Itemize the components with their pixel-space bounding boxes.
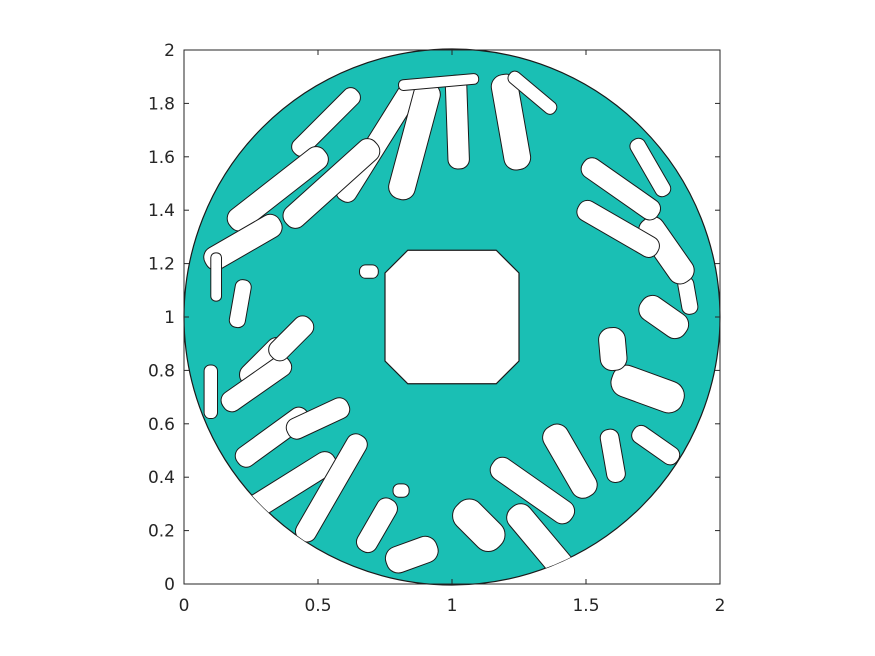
material-layer (183, 48, 721, 586)
void-region (444, 74, 470, 170)
void-region (629, 137, 672, 198)
void-region (542, 423, 598, 499)
x-tick-label: 1 (447, 596, 458, 616)
void-region (490, 73, 532, 171)
y-tick-label: 0.8 (148, 361, 175, 381)
y-tick-label: 0 (164, 575, 175, 595)
void-region (599, 428, 626, 484)
void-region (355, 497, 398, 554)
void-region (282, 138, 381, 229)
void-region (507, 70, 558, 115)
x-tick-label: 0.5 (304, 596, 331, 616)
inner-hole (384, 249, 520, 385)
void-region (452, 498, 506, 552)
void-region (210, 252, 223, 302)
y-tick-label: 0.2 (148, 522, 175, 542)
void-region (638, 294, 690, 340)
void-region (291, 87, 361, 157)
y-tick-label: 1.6 (148, 148, 175, 168)
void-region (610, 364, 685, 414)
y-tick-label: 2 (164, 41, 175, 61)
void-region (228, 279, 252, 329)
void-region (285, 397, 351, 440)
void-region (384, 535, 439, 574)
x-tick-label: 1.5 (572, 596, 599, 616)
void-region (397, 73, 480, 91)
axes-layer: 0 0.5 1 1.5 2 0 0.2 0.4 0.6 0.8 1 1.2 1.4 1.6 1.8 2 (148, 41, 725, 616)
void-region (392, 483, 410, 498)
void-region (576, 199, 660, 258)
x-tick-label: 0 (179, 596, 190, 616)
void-region (489, 456, 576, 525)
y-tick-label: 0.4 (148, 468, 175, 488)
void-region (638, 216, 695, 285)
void-region (203, 213, 283, 271)
void-region (631, 424, 681, 466)
y-tick-label: 1.4 (148, 201, 175, 221)
voids-group (203, 70, 699, 580)
void-region (598, 327, 628, 372)
void-region (220, 355, 293, 413)
void-region (268, 315, 315, 362)
y-tick-label: 1.2 (148, 255, 175, 275)
y-tick-label: 0.6 (148, 415, 175, 435)
y-tick-label: 1 (164, 308, 175, 328)
void-region (359, 264, 379, 279)
y-tick-label: 1.8 (148, 94, 175, 114)
void-region (580, 157, 662, 221)
void-region (203, 364, 218, 420)
void-region (226, 146, 329, 232)
x-tick-label: 2 (715, 596, 726, 616)
